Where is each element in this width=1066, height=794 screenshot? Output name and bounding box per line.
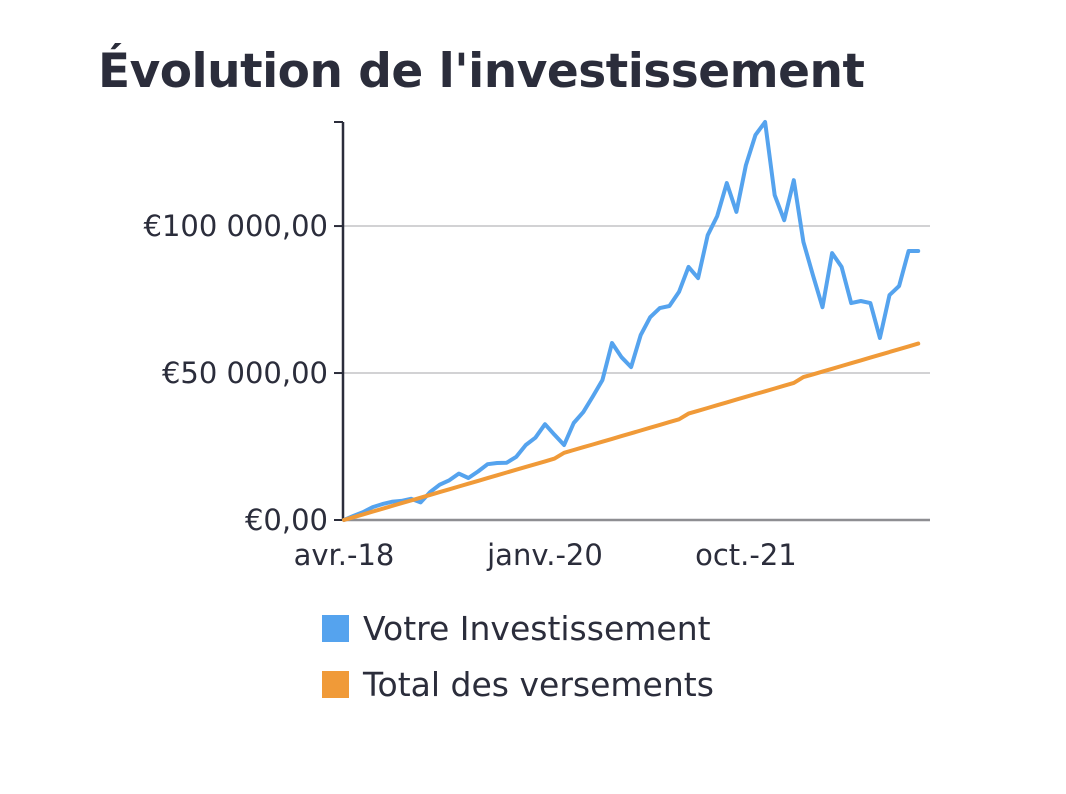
legend-label: Votre Investissement <box>363 608 711 648</box>
y-tick-label: €100 000,00 <box>144 209 329 243</box>
x-tick-label: oct.-21 <box>695 538 797 572</box>
series-line-deposits <box>342 341 921 522</box>
legend: Votre Investissement Total des versement… <box>322 600 714 712</box>
legend-item-deposits[interactable]: Total des versements <box>322 656 714 712</box>
y-tick-label: €50 000,00 <box>162 356 328 390</box>
chart-title: Évolution de l'investissement <box>98 44 865 99</box>
legend-label: Total des versements <box>363 664 714 704</box>
legend-swatch-orange <box>322 670 349 698</box>
x-tick-label: avr.-18 <box>294 538 395 572</box>
legend-swatch-blue <box>322 614 349 642</box>
legend-item-investment[interactable]: Votre Investissement <box>322 600 714 656</box>
y-tick-label: €0,00 <box>245 503 328 537</box>
x-tick-label: janv.-20 <box>486 538 603 572</box>
series-line-investment <box>342 120 921 522</box>
